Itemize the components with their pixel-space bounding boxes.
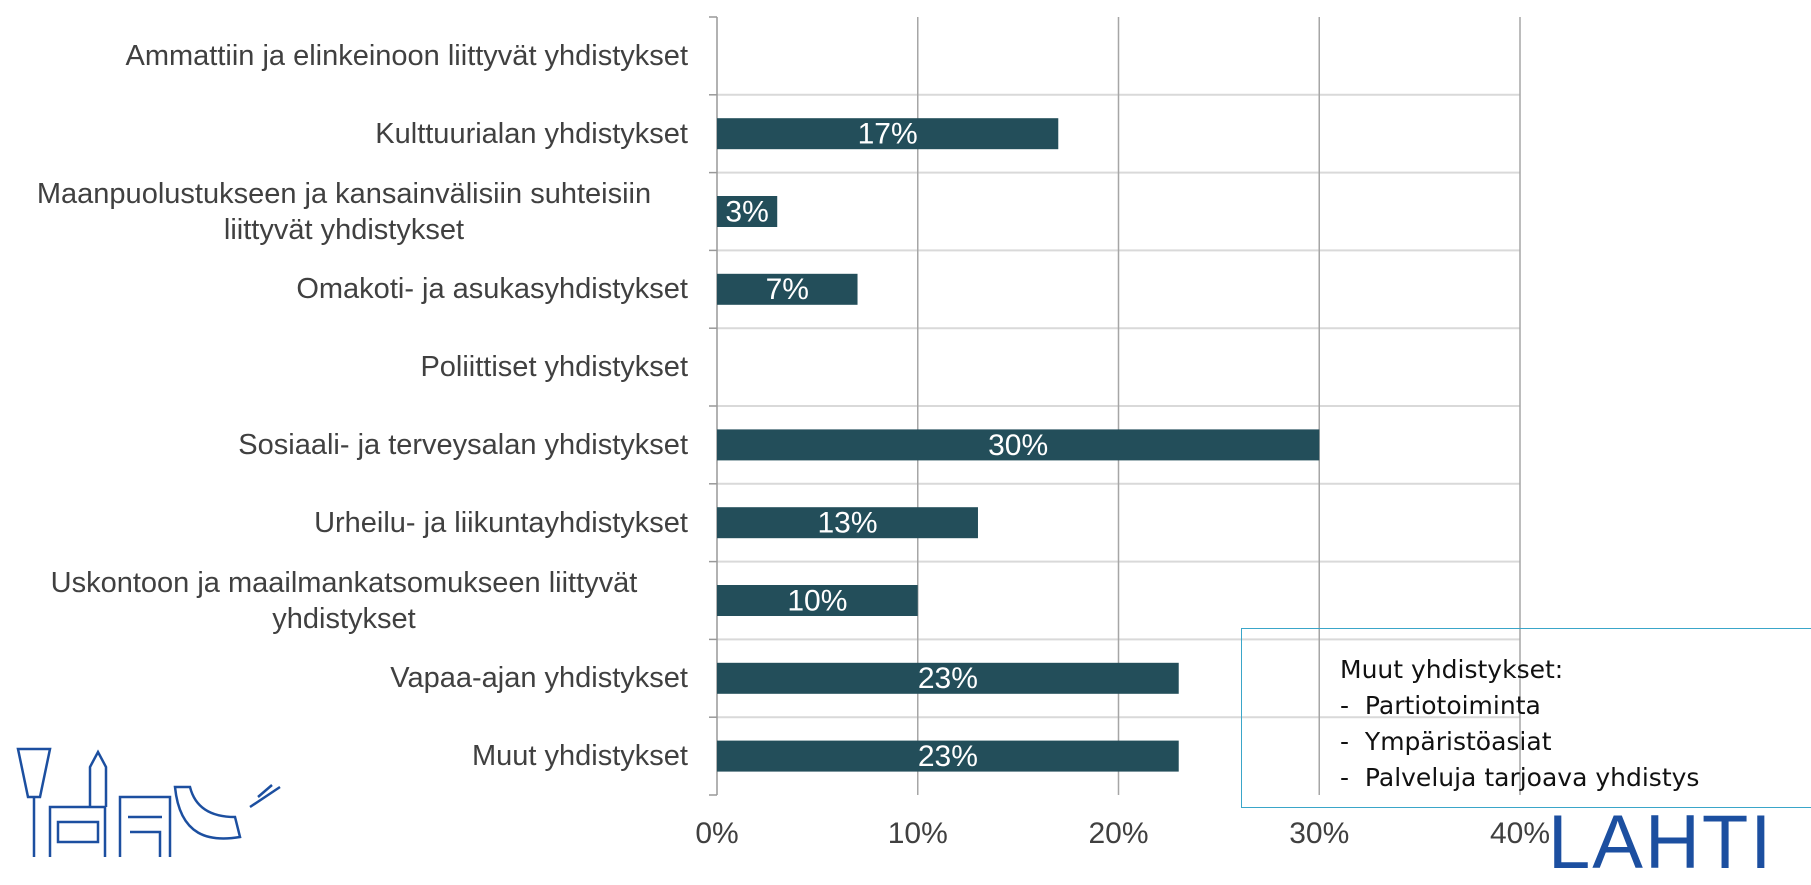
category-label: Poliittiset yhdistykset <box>420 349 688 385</box>
data-label: 7% <box>766 273 809 306</box>
x-tick-label: 40% <box>1490 817 1550 850</box>
category-label: Muut yhdistykset <box>472 738 688 774</box>
note-item: Palveluja tarjoava yhdistys <box>1340 760 1699 796</box>
category-label: Urheilu- ja liikuntayhdistykset <box>314 505 688 541</box>
category-label: Maanpuolustukseen ja kansainvälisiin suh… <box>0 176 688 248</box>
category-label: Ammattiin ja elinkeinoon liittyvät yhdis… <box>125 38 688 74</box>
note: Muut yhdistykset: PartiotoimintaYmpärist… <box>1340 652 1699 796</box>
data-label: 30% <box>988 429 1048 462</box>
city-illustration <box>10 737 310 857</box>
data-label: 13% <box>817 507 877 540</box>
logo: LAHTI <box>1548 805 1773 881</box>
data-label: 23% <box>918 662 978 695</box>
note-heading: Muut yhdistykset: <box>1340 652 1699 688</box>
note-item: Partiotoiminta <box>1340 688 1699 724</box>
category-label: Uskontoon ja maailmankatsomukseen liitty… <box>0 565 688 637</box>
page: {"chart_data": {"type": "bar", "orientat… <box>0 0 1811 857</box>
x-tick-label: 20% <box>1088 817 1148 850</box>
category-label: Omakoti- ja asukasyhdistykset <box>296 271 688 307</box>
note-list: PartiotoimintaYmpäristöasiatPalveluja ta… <box>1340 688 1699 796</box>
data-label: 17% <box>858 118 918 151</box>
data-label: 10% <box>787 584 847 617</box>
x-tick-label: 30% <box>1289 817 1349 850</box>
data-label: 23% <box>918 740 978 773</box>
category-label: Sosiaali- ja terveysalan yhdistykset <box>238 427 688 463</box>
x-tick-label: 0% <box>695 817 738 850</box>
category-label: Vapaa-ajan yhdistykset <box>390 660 688 696</box>
x-tick-label: 10% <box>888 817 948 850</box>
category-label: Kulttuurialan yhdistykset <box>375 116 688 152</box>
note-item: Ympäristöasiat <box>1340 724 1699 760</box>
data-label: 3% <box>725 195 768 228</box>
